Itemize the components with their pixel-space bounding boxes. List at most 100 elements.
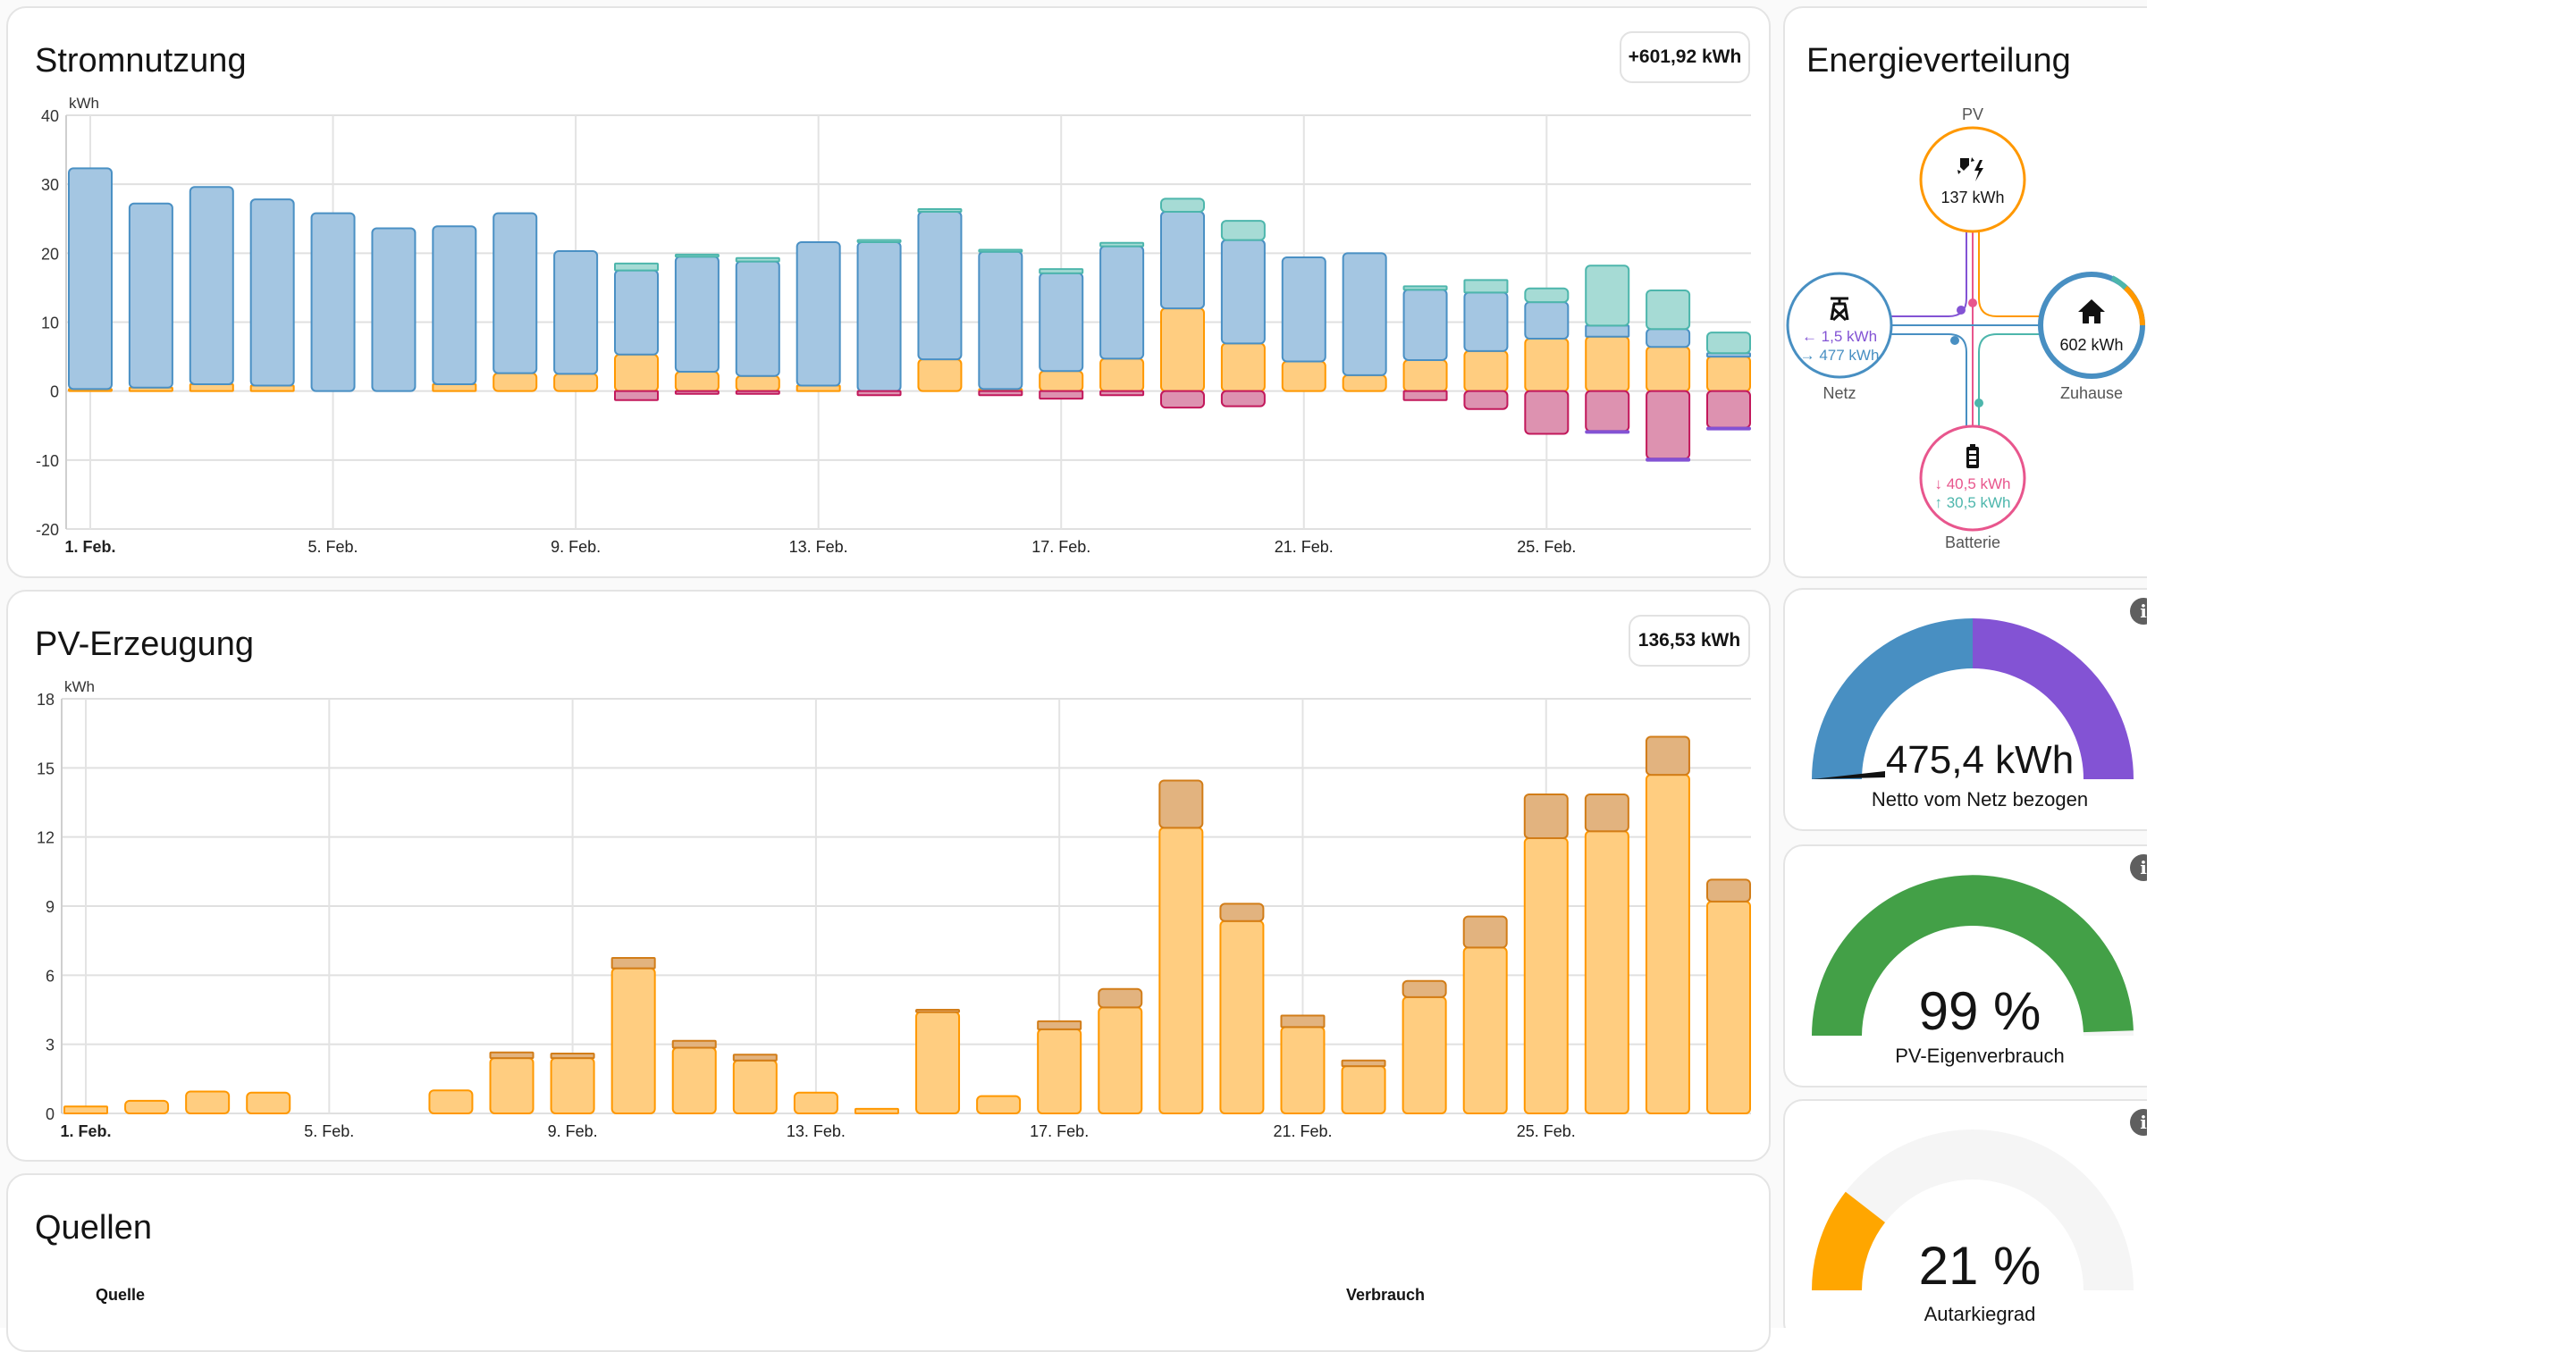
bar-battery_out-day-15[interactable] <box>917 207 963 214</box>
bar-solar-day-15[interactable] <box>917 358 963 392</box>
bar-solar-day-17[interactable] <box>1039 370 1084 392</box>
bar-pv_self-day-14[interactable] <box>854 1107 899 1114</box>
bar-battery_out-day-17[interactable] <box>1039 268 1084 274</box>
bar-pv_self-day-17[interactable] <box>1037 1028 1082 1114</box>
bar-battery_out-day-25[interactable] <box>1524 287 1570 304</box>
bar-battery_in-day-25[interactable] <box>1524 390 1570 435</box>
bar-pv_self-day-4[interactable] <box>246 1091 291 1114</box>
bar-grid_import-day-20[interactable] <box>1220 239 1266 345</box>
bar-battery_in-day-11[interactable] <box>674 390 720 395</box>
bar-solar-day-8[interactable] <box>492 372 538 392</box>
bar-grid_import-day-25[interactable] <box>1524 301 1570 340</box>
bar-grid_import-day-18[interactable] <box>1099 245 1145 360</box>
bar-battery_out-day-12[interactable] <box>735 256 780 263</box>
bar-solar-day-10[interactable] <box>614 353 659 392</box>
bar-solar-day-21[interactable] <box>1281 360 1326 392</box>
bar-battery_in-day-12[interactable] <box>735 390 780 395</box>
bar-pv_to_battery-day-15[interactable] <box>915 1009 961 1013</box>
bar-battery_out-day-10[interactable] <box>614 262 659 272</box>
bar-pv_self-day-15[interactable] <box>915 1011 961 1115</box>
sources-col-consumption[interactable]: Verbrauch <box>1346 1286 1426 1304</box>
bar-pv_to_battery-day-21[interactable] <box>1280 1014 1326 1029</box>
bar-solar-day-25[interactable] <box>1524 338 1570 392</box>
bar-solar-day-7[interactable] <box>432 382 477 392</box>
bar-battery_in-day-19[interactable] <box>1160 390 1205 409</box>
bar-pv_to_battery-day-17[interactable] <box>1037 1020 1082 1030</box>
bar-pv_to_battery-day-9[interactable] <box>550 1052 595 1060</box>
bar-pv_self-day-21[interactable] <box>1280 1026 1326 1115</box>
bar-battery_out-day-26[interactable] <box>1585 265 1630 327</box>
bar-solar-day-3[interactable] <box>189 382 234 392</box>
bar-solar-day-20[interactable] <box>1220 342 1266 392</box>
bar-grid_import-day-23[interactable] <box>1402 289 1448 361</box>
bar-pv_to_battery-day-20[interactable] <box>1219 903 1265 922</box>
bar-pv_self-day-20[interactable] <box>1219 920 1265 1114</box>
bar-grid_import-day-11[interactable] <box>674 256 720 374</box>
bar-pv_self-day-18[interactable] <box>1098 1006 1143 1114</box>
bar-battery_in-day-17[interactable] <box>1039 390 1084 400</box>
bar-grid_import-day-14[interactable] <box>856 240 902 392</box>
bar-solar-day-23[interactable] <box>1402 358 1448 392</box>
bar-pv_self-day-2[interactable] <box>124 1099 170 1114</box>
bar-pv_self-day-23[interactable] <box>1402 995 1447 1115</box>
info-icon[interactable]: i <box>2130 598 2147 625</box>
bar-grid_import-day-7[interactable] <box>432 225 477 385</box>
bar-grid_import-day-17[interactable] <box>1039 272 1084 373</box>
bar-pv_to_battery-day-24[interactable] <box>1462 915 1508 949</box>
bar-battery_out-day-11[interactable] <box>674 253 720 258</box>
bar-pv_to_battery-day-27[interactable] <box>1645 735 1690 777</box>
bar-battery_out-day-14[interactable] <box>856 239 902 243</box>
bar-grid_import-day-13[interactable] <box>796 240 841 387</box>
bar-battery_in-day-16[interactable] <box>978 390 1023 397</box>
bar-grid_import-day-24[interactable] <box>1463 291 1509 352</box>
bar-solar-day-18[interactable] <box>1099 357 1145 392</box>
bar-pv_self-day-19[interactable] <box>1158 827 1204 1114</box>
bar-pv_to_battery-day-22[interactable] <box>1341 1059 1386 1068</box>
bar-battery_in-day-20[interactable] <box>1220 390 1266 407</box>
bar-pv_self-day-3[interactable] <box>185 1090 231 1114</box>
bar-battery_out-day-24[interactable] <box>1463 279 1509 294</box>
bar-solar-day-28[interactable] <box>1706 356 1751 392</box>
bar-grid_import-day-4[interactable] <box>249 198 295 387</box>
bar-pv_self-day-16[interactable] <box>976 1095 1022 1115</box>
bar-battery_in-day-10[interactable] <box>614 390 659 401</box>
bar-grid_import-day-9[interactable] <box>553 250 599 375</box>
bar-battery_in-day-27[interactable] <box>1646 390 1691 460</box>
bar-grid_import-day-26[interactable] <box>1585 324 1630 338</box>
bar-pv_self-day-25[interactable] <box>1523 836 1569 1114</box>
bar-grid_import-day-22[interactable] <box>1342 252 1387 376</box>
bar-grid_import-day-6[interactable] <box>371 227 417 392</box>
bar-pv_self-day-13[interactable] <box>793 1091 838 1114</box>
bar-battery_out-day-20[interactable] <box>1220 220 1266 241</box>
bar-solar-day-12[interactable] <box>735 374 780 392</box>
bar-solar-day-9[interactable] <box>553 373 599 392</box>
bar-battery_out-day-19[interactable] <box>1160 197 1205 214</box>
bar-grid_import-day-19[interactable] <box>1160 211 1205 310</box>
bar-solar-day-26[interactable] <box>1585 335 1630 392</box>
bar-grid_import-day-27[interactable] <box>1646 328 1691 348</box>
bar-grid_import-day-2[interactable] <box>128 202 173 389</box>
bar-grid_import-day-3[interactable] <box>189 186 234 385</box>
bar-pv_self-day-12[interactable] <box>732 1059 778 1115</box>
bar-battery_out-day-23[interactable] <box>1402 285 1448 291</box>
bar-pv_self-day-9[interactable] <box>550 1057 595 1115</box>
bar-grid_import-day-16[interactable] <box>978 250 1023 390</box>
bar-pv_self-day-7[interactable] <box>428 1089 474 1115</box>
bar-pv_to_battery-day-19[interactable] <box>1158 779 1204 829</box>
bar-solar-day-11[interactable] <box>674 371 720 392</box>
bar-battery_out-day-28[interactable] <box>1706 332 1751 355</box>
usage-chart[interactable]: 40 30 20 10 0 -10 -20 kWh 1. Feb. 5. Feb. 9. Feb. 1… <box>8 8 1771 578</box>
bar-pv_self-day-22[interactable] <box>1341 1065 1386 1115</box>
bar-grid_import-day-8[interactable] <box>492 212 538 374</box>
bar-battery_in-day-23[interactable] <box>1402 390 1448 401</box>
bar-pv_to_battery-day-26[interactable] <box>1584 793 1629 833</box>
bar-pv_self-day-8[interactable] <box>489 1057 535 1115</box>
bar-grid_import-day-15[interactable] <box>917 211 963 361</box>
bar-solar-day-22[interactable] <box>1342 374 1387 392</box>
bar-pv_self-day-10[interactable] <box>610 967 656 1114</box>
sources-col-source[interactable]: Quelle <box>96 1286 146 1304</box>
bar-grid_import-day-1[interactable] <box>68 167 113 390</box>
bar-pv_to_battery-day-25[interactable] <box>1523 793 1569 839</box>
bar-pv_self-day-28[interactable] <box>1706 900 1751 1114</box>
bar-battery_out-day-16[interactable] <box>978 248 1023 253</box>
